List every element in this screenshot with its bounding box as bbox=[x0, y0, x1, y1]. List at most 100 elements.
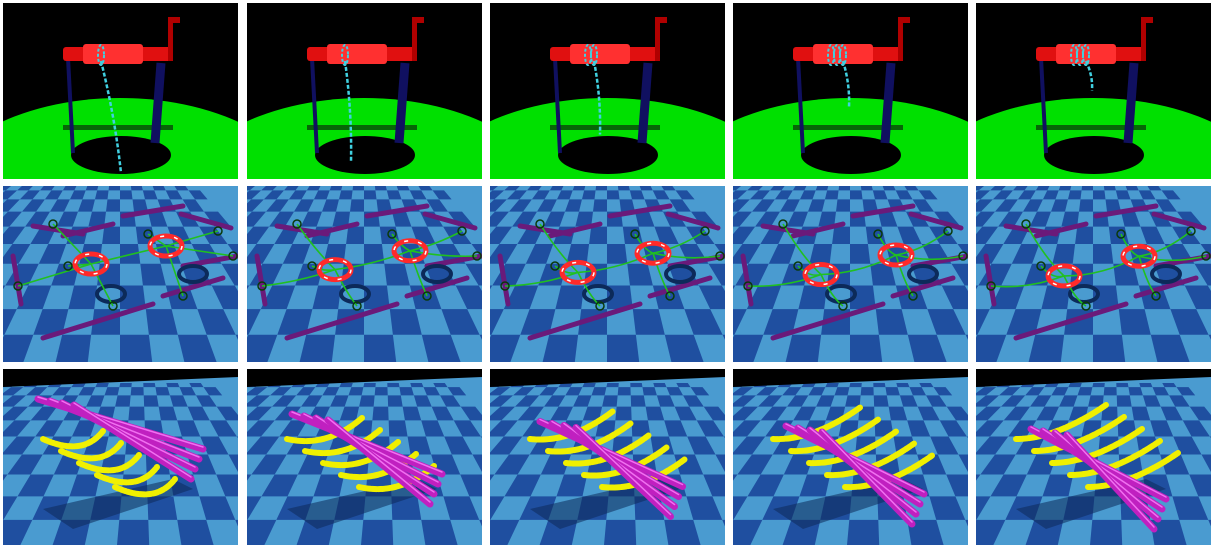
crank-handle bbox=[1141, 21, 1146, 61]
rod bbox=[10, 253, 24, 307]
cable bbox=[747, 273, 822, 288]
anchor bbox=[1116, 229, 1126, 239]
floor-tile bbox=[873, 383, 886, 388]
floor-tile bbox=[858, 406, 875, 421]
floor-tile bbox=[760, 406, 788, 421]
floor-tile bbox=[933, 211, 961, 227]
floor-tile bbox=[690, 387, 710, 396]
floor-tile bbox=[976, 406, 1002, 421]
rod bbox=[647, 275, 713, 299]
floor-tile bbox=[607, 334, 640, 362]
floor-tile bbox=[1003, 406, 1031, 421]
floor-tile bbox=[650, 436, 675, 455]
chain bbox=[76, 452, 142, 474]
cable bbox=[334, 250, 411, 271]
floor-tile bbox=[504, 474, 541, 497]
anchor bbox=[908, 291, 918, 301]
rods-scene bbox=[3, 369, 238, 545]
floor-tile bbox=[399, 387, 414, 396]
floor-tile bbox=[490, 420, 518, 437]
anchor bbox=[793, 261, 803, 271]
floor-tile bbox=[39, 186, 55, 191]
floor-tile bbox=[16, 285, 52, 310]
floor-tile bbox=[733, 519, 763, 545]
floor-tile bbox=[339, 383, 353, 388]
cable bbox=[409, 250, 478, 258]
anchor bbox=[1151, 291, 1161, 301]
floor-tile bbox=[490, 186, 499, 191]
floor-tile bbox=[1189, 406, 1211, 421]
floor-tile bbox=[33, 309, 69, 335]
rod-highlight bbox=[575, 424, 672, 516]
floor-tile bbox=[617, 387, 631, 396]
floor-tile bbox=[980, 454, 1016, 475]
floor-tile bbox=[348, 387, 364, 396]
winch-scene bbox=[733, 3, 968, 179]
floor-tile bbox=[687, 436, 716, 455]
floor-tile bbox=[582, 383, 596, 388]
floor-tile bbox=[627, 263, 653, 286]
sky bbox=[3, 369, 238, 387]
floor-tile bbox=[686, 226, 715, 245]
anchor bbox=[535, 219, 545, 229]
floor-tile bbox=[1162, 383, 1177, 388]
floor-tile bbox=[1044, 383, 1059, 388]
floor-tile bbox=[918, 190, 938, 200]
rope bbox=[592, 60, 602, 135]
floor-tile bbox=[299, 334, 336, 362]
floor-tile bbox=[1182, 420, 1210, 437]
floor-tile bbox=[703, 406, 725, 421]
floor-tile bbox=[1088, 395, 1104, 407]
floor-tile bbox=[1142, 395, 1161, 407]
floor-tile bbox=[387, 395, 403, 407]
floor-tile bbox=[199, 226, 228, 245]
floor-tile bbox=[130, 186, 143, 191]
floor-tile bbox=[899, 395, 918, 407]
crank-handle bbox=[168, 21, 173, 61]
floor-tile bbox=[364, 190, 377, 200]
anchor bbox=[13, 281, 23, 291]
floor-tile bbox=[216, 406, 238, 421]
floor-tile bbox=[1028, 334, 1065, 362]
floor-tile bbox=[1150, 420, 1174, 437]
floor-tile bbox=[443, 226, 472, 245]
cable bbox=[1063, 255, 1140, 277]
floor-tile bbox=[664, 420, 688, 437]
floor-tile bbox=[815, 186, 829, 191]
floor-tile bbox=[755, 211, 781, 227]
floor-tile bbox=[86, 395, 105, 407]
floor-tile bbox=[1075, 226, 1093, 245]
floor-tile bbox=[143, 383, 156, 388]
floor-tile bbox=[976, 309, 990, 335]
floor-tile bbox=[108, 186, 120, 191]
cable bbox=[67, 263, 92, 267]
rod bbox=[1063, 431, 1158, 533]
post-left bbox=[796, 57, 805, 154]
winch-frame-4 bbox=[733, 3, 968, 179]
floor-tile bbox=[602, 395, 618, 407]
cable bbox=[895, 254, 964, 261]
floor-tile bbox=[1067, 190, 1082, 200]
floor-tile bbox=[1092, 383, 1105, 388]
floor-tile bbox=[3, 199, 20, 212]
winch-frame-5 bbox=[976, 3, 1211, 179]
floor-tile bbox=[1041, 285, 1071, 310]
ring bbox=[559, 259, 597, 285]
floor-tile bbox=[296, 387, 316, 396]
anchor bbox=[472, 251, 482, 261]
floor-tile bbox=[492, 263, 526, 286]
floor-tile bbox=[444, 436, 473, 455]
floor-tile bbox=[758, 395, 783, 407]
floor-tile bbox=[543, 211, 566, 227]
floor-tile bbox=[5, 263, 39, 286]
floor-tile bbox=[733, 309, 747, 335]
rod bbox=[517, 223, 573, 237]
floor-tile bbox=[951, 263, 968, 286]
sky bbox=[247, 369, 482, 387]
cable bbox=[504, 271, 579, 287]
floor-tile bbox=[684, 309, 723, 335]
floor-tile bbox=[274, 406, 302, 421]
floor-tile bbox=[645, 406, 665, 421]
floor-tile bbox=[443, 496, 480, 520]
floor-tile bbox=[860, 186, 873, 191]
